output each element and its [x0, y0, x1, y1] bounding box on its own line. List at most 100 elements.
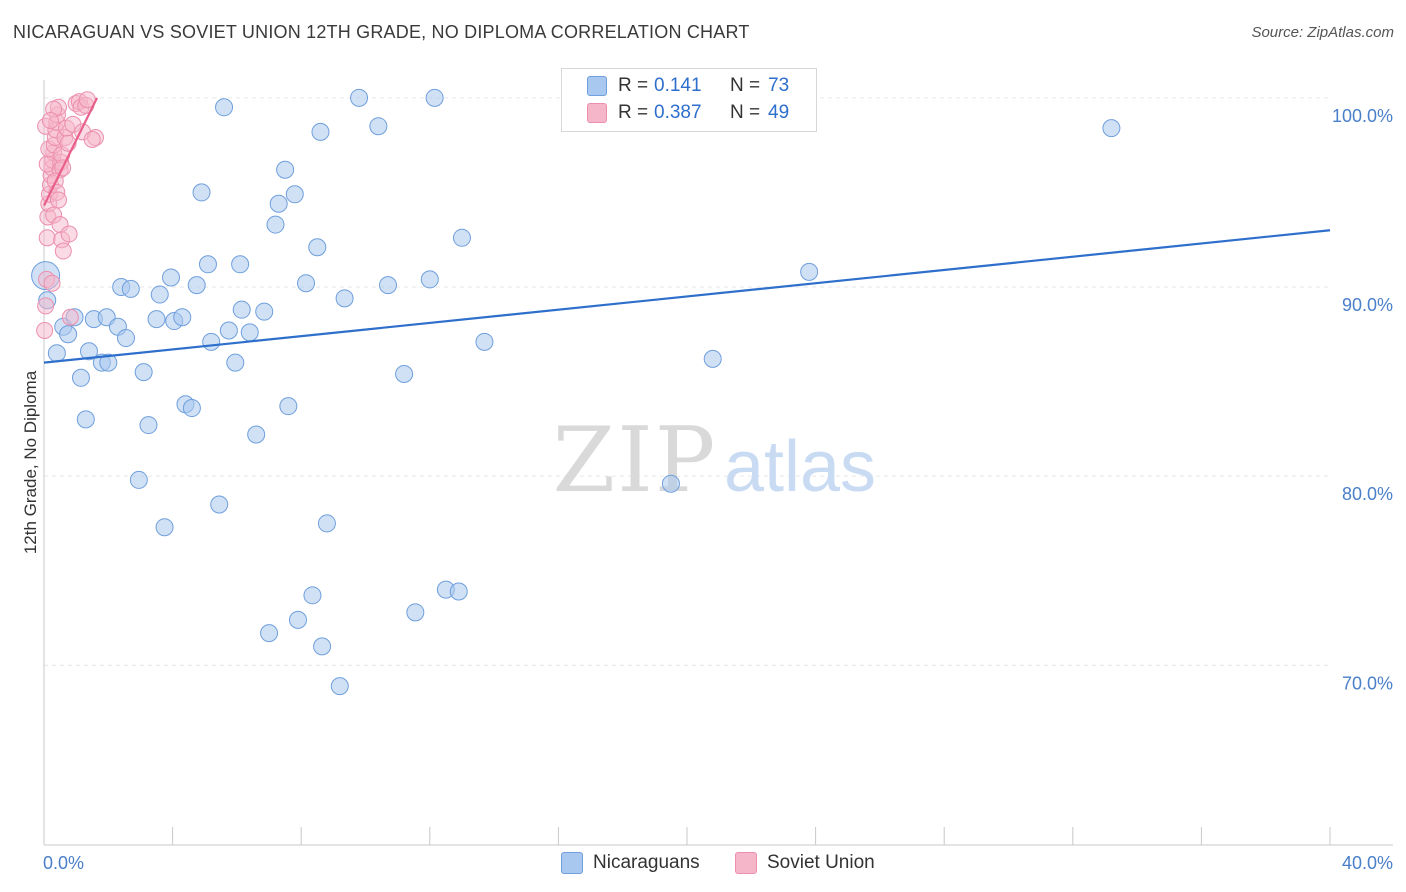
data-point-nicaraguans: [219, 321, 238, 340]
bottom-legend-soviet-union: Soviet Union: [735, 852, 875, 874]
data-point-nicaraguans: [116, 329, 135, 348]
data-point-nicaraguans: [47, 344, 66, 363]
y-tick-label: 100.0%: [1332, 106, 1393, 126]
data-point-nicaraguans: [379, 276, 398, 295]
data-point-soviet-union: [36, 321, 54, 339]
chart-title: NICARAGUAN VS SOVIET UNION 12TH GRADE, N…: [13, 22, 750, 42]
data-point-nicaraguans: [395, 365, 414, 383]
data-point-nicaraguans: [255, 302, 274, 321]
y-tick-label: 70.0%: [1342, 673, 1393, 693]
data-point-nicaraguans: [269, 194, 288, 213]
data-point-nicaraguans: [134, 363, 153, 382]
y-tick-label: 90.0%: [1342, 295, 1393, 315]
x-tick-label: 40.0%: [1342, 853, 1393, 873]
data-point-soviet-union: [43, 274, 61, 292]
data-point-nicaraguans: [150, 285, 169, 304]
data-point-nicaraguans: [335, 289, 354, 308]
x-tick-label: 0.0%: [43, 853, 84, 873]
data-point-soviet-union: [83, 130, 101, 148]
data-point-nicaraguans: [260, 624, 279, 643]
data-point-soviet-union: [49, 191, 67, 209]
data-point-nicaraguans: [350, 88, 369, 107]
data-point-nicaraguans: [202, 332, 221, 351]
data-point-nicaraguans: [279, 397, 298, 416]
data-point-nicaraguans: [297, 274, 316, 293]
legend-r-label: R =: [618, 102, 649, 123]
y-tick-label: 80.0%: [1342, 484, 1393, 504]
data-point-nicaraguans: [121, 279, 140, 298]
legend-r-value: 0.141: [654, 75, 702, 96]
data-point-nicaraguans: [1102, 119, 1121, 138]
data-point-nicaraguans: [452, 228, 471, 247]
y-axis-title: 12th Grade, No Diploma: [21, 370, 40, 554]
data-point-nicaraguans: [475, 332, 494, 351]
data-point-nicaraguans: [247, 425, 266, 444]
data-point-nicaraguans: [192, 183, 211, 202]
data-point-nicaraguans: [99, 353, 118, 372]
data-point-nicaraguans: [308, 238, 327, 257]
data-point-nicaraguans: [139, 416, 158, 435]
source-label: Source: ZipAtlas.com: [1251, 24, 1394, 41]
legend-r-label: R =: [618, 75, 649, 96]
data-point-nicaraguans: [182, 399, 201, 418]
data-point-nicaraguans: [406, 603, 425, 622]
data-point-nicaraguans: [369, 117, 388, 136]
data-point-nicaraguans: [285, 185, 304, 204]
watermark-zip: ZIP: [553, 408, 718, 513]
data-point-nicaraguans: [80, 342, 99, 361]
data-point-soviet-union: [37, 297, 55, 315]
data-point-soviet-union: [61, 308, 79, 326]
watermark-atlas: atlas: [724, 427, 876, 507]
data-point-nicaraguans: [210, 495, 229, 514]
data-point-soviet-union: [54, 242, 72, 260]
data-point-nicaraguans: [129, 470, 148, 489]
bottom-legend-swatch-pink: [735, 852, 757, 874]
data-point-nicaraguans: [800, 262, 819, 281]
data-point-nicaraguans: [198, 255, 217, 274]
legend-r-value: 0.387: [654, 102, 702, 123]
data-point-nicaraguans: [266, 215, 285, 234]
bottom-legend-swatch-blue: [561, 852, 583, 874]
data-point-nicaraguans: [303, 586, 322, 605]
trendline-nicaraguans: [43, 229, 1331, 364]
data-point-nicaraguans: [226, 353, 245, 372]
trendline-soviet-union: [43, 97, 99, 207]
data-point-nicaraguans: [420, 270, 439, 289]
data-point-nicaraguans: [76, 410, 95, 429]
legend-n-label: N =: [730, 75, 761, 96]
data-point-nicaraguans: [232, 300, 251, 319]
data-point-nicaraguans: [703, 349, 722, 368]
data-point-nicaraguans: [147, 310, 166, 329]
data-point-nicaraguans: [311, 122, 330, 141]
grid-lines: [44, 97, 1330, 666]
axis-labels: 70.0% 80.0% 90.0% 100.0% 0.0% 40.0% 12th Grade…: [21, 106, 1393, 873]
data-point-nicaraguans: [59, 325, 78, 344]
legend-n-label: N =: [730, 102, 761, 123]
legend-swatch-blue: [587, 76, 607, 96]
data-point-nicaraguans: [161, 268, 180, 287]
data-point-nicaraguans: [313, 637, 332, 656]
legend-n-value: 73: [768, 75, 790, 96]
axes: [43, 80, 1393, 846]
data-point-nicaraguans: [231, 255, 250, 274]
legend-swatch-pink: [587, 103, 607, 123]
series-nicaraguans: [31, 88, 1121, 696]
bottom-legend-label: Soviet Union: [767, 852, 875, 873]
data-point-nicaraguans: [187, 276, 206, 295]
data-point-nicaraguans: [425, 88, 444, 107]
data-point-nicaraguans: [288, 610, 307, 629]
data-point-soviet-union: [38, 229, 56, 247]
data-point-nicaraguans: [215, 98, 234, 117]
data-point-nicaraguans: [661, 474, 680, 493]
data-point-nicaraguans: [317, 514, 336, 533]
data-point-nicaraguans: [276, 160, 295, 179]
bottom-legend-nicaraguans: Nicaraguans: [561, 852, 700, 874]
legend-n-value: 49: [768, 102, 790, 123]
data-point-nicaraguans: [155, 518, 174, 537]
data-point-soviet-union: [41, 112, 59, 130]
data-point-nicaraguans: [330, 677, 349, 696]
data-point-nicaraguans: [173, 308, 192, 327]
stats-legend: R = 0.141 N = 73 R = 0.387 N = 49: [561, 68, 817, 132]
trend-lines: [43, 97, 1331, 364]
